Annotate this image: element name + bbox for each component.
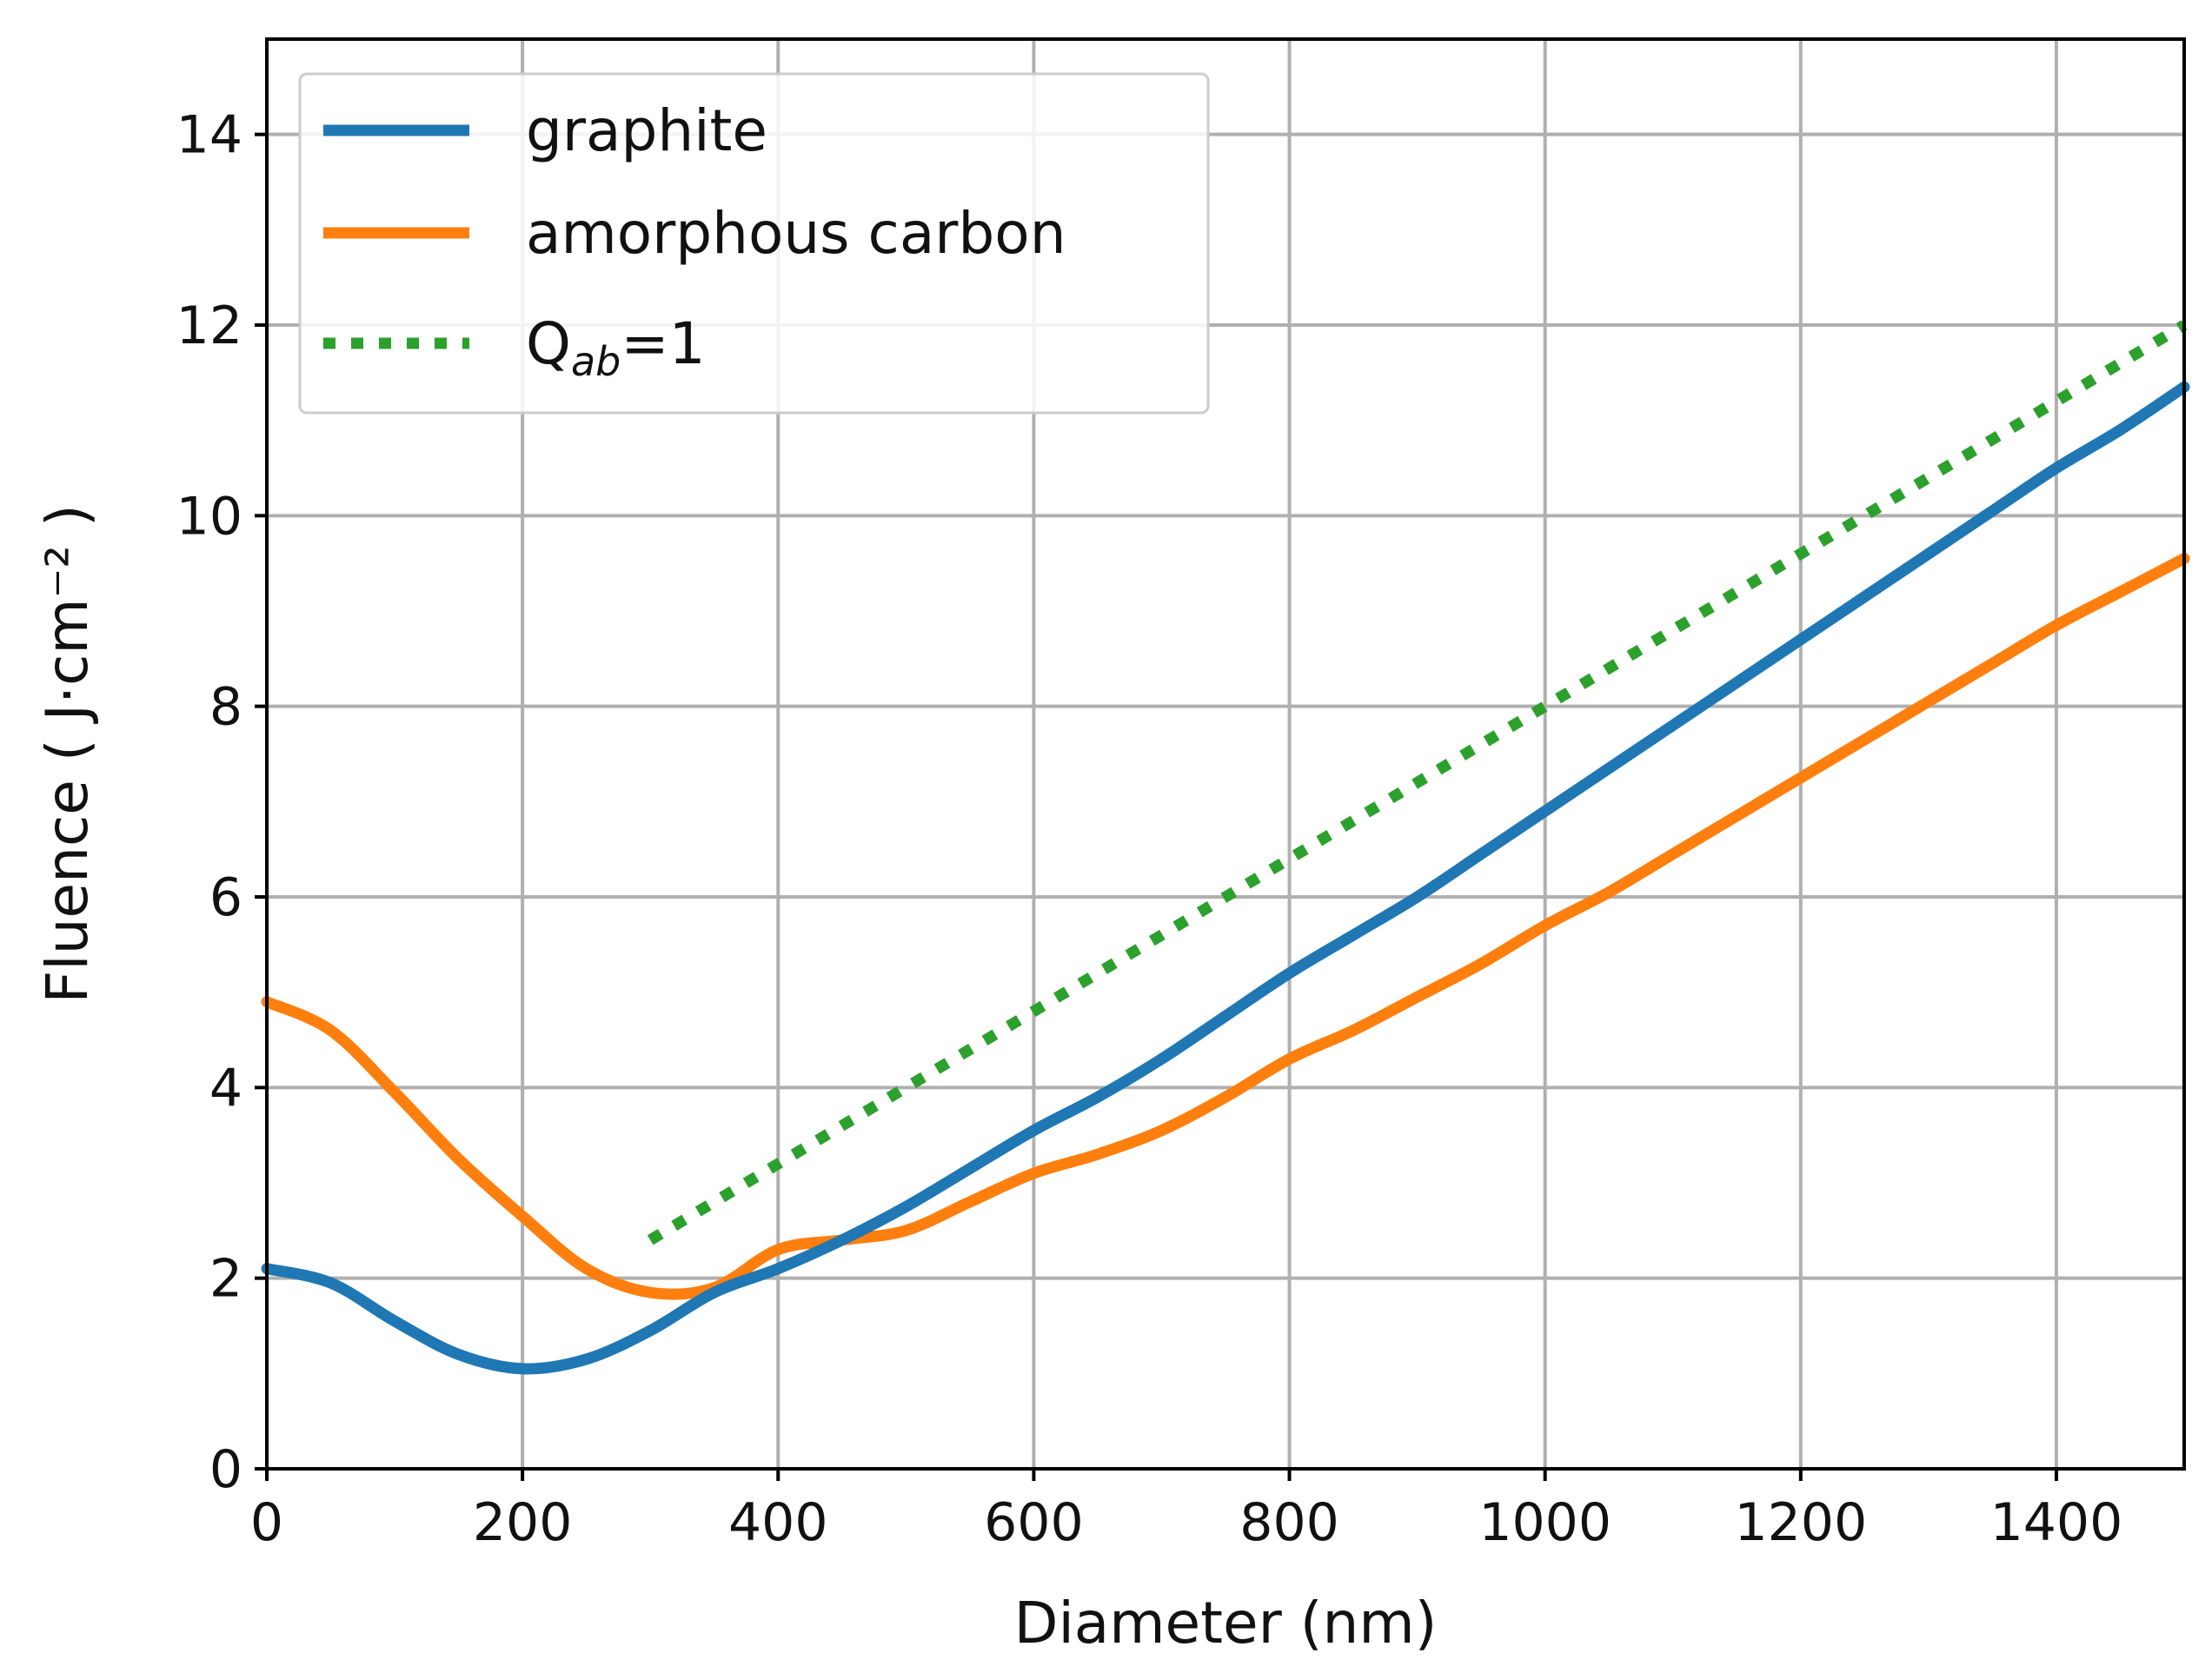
legend-label: amorphous carbon [526,200,1066,267]
legend-label: graphite [526,97,767,164]
legend: graphite amorphous carbon Qab=1 [298,72,1210,415]
series-layer [261,320,2190,1375]
y-tick-label: 4 [209,1058,242,1119]
x-tick-label: 800 [1239,1492,1339,1553]
x-tick-label: 400 [728,1492,828,1553]
x-tick-label: 1400 [1990,1492,2123,1553]
y-tick-label: 8 [209,677,242,738]
legend-label: Qab=1 [526,310,706,385]
legend-box [298,72,1210,415]
x-axis-label: Diameter (nm) [1014,1590,1438,1657]
plot-frame [265,37,2186,1471]
series-line-amorphous-carbon [261,553,2190,1300]
y-tick-label: 6 [209,867,242,928]
y-tick-label: 10 [176,486,242,547]
x-tick-label: 600 [984,1492,1084,1553]
y-tick-label: 12 [176,295,242,356]
series-line-q [647,320,2188,1245]
y-tick-label: 14 [176,105,242,166]
x-tick-label: 1000 [1478,1492,1611,1553]
y-axis-label: Fluence ( J·cm⁻² ) [34,504,101,1003]
series-line-graphite [261,381,2190,1375]
y-tick-label: 0 [209,1439,242,1500]
x-tick-label: 1200 [1734,1492,1867,1553]
x-tick-label: 0 [250,1492,283,1553]
y-tick-label: 2 [209,1249,242,1310]
x-tick-label: 200 [473,1492,573,1553]
ticks-layer: 0 200 400 600 800 1000 1200 1400 0 2 4 6 8 10 12 14 [176,105,2123,1553]
